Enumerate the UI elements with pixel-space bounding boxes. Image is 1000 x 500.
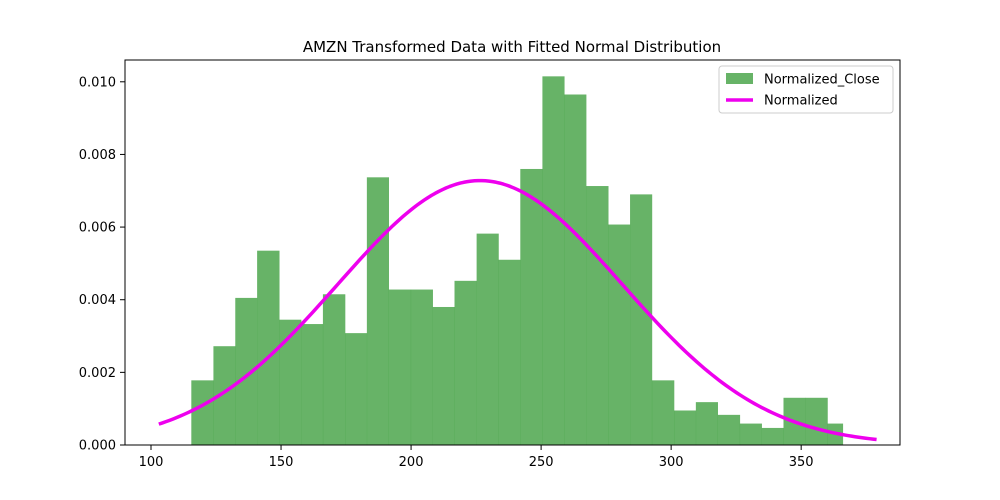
- histogram-bar: [388, 289, 412, 445]
- histogram-bar: [322, 294, 346, 445]
- plot-frame: [124, 59, 901, 446]
- histogram-bar: [564, 94, 587, 446]
- histogram-bar: [651, 380, 675, 445]
- histogram-bar: [301, 324, 324, 445]
- histogram-bar: [191, 380, 214, 445]
- histogram-bar: [366, 177, 390, 445]
- chart-title: AMZN Transformed Data with Fitted Normal…: [303, 38, 721, 56]
- histogram-bar: [520, 168, 543, 445]
- x-tick-label: 250: [529, 455, 554, 470]
- histogram-bar: [454, 280, 477, 445]
- y-tick-label: 0.004: [79, 293, 116, 308]
- y-tick-label: 0.010: [79, 75, 116, 90]
- histogram-bar: [630, 194, 653, 445]
- y-tick-label: 0.000: [79, 439, 116, 454]
- fitted-normal-curve: [158, 178, 877, 442]
- histogram-bar: [345, 333, 368, 445]
- y-tick-label: 0.008: [79, 148, 116, 163]
- histogram-bar: [432, 306, 455, 445]
- histogram-bar: [235, 297, 258, 445]
- x-axis: 100 150 200 250 300 350: [139, 445, 814, 470]
- histogram-bars: [191, 76, 844, 446]
- x-tick-label: 350: [789, 455, 814, 470]
- y-tick-label: 0.006: [79, 221, 116, 236]
- histogram-bar: [674, 410, 697, 445]
- histogram-bar: [410, 289, 433, 445]
- histogram-bar: [717, 414, 741, 445]
- x-tick-label: 300: [659, 455, 684, 470]
- histogram-bar: [805, 397, 828, 445]
- legend-swatch-normalized-close: [726, 73, 753, 84]
- histogram-bar: [476, 233, 499, 445]
- histogram-bar: [761, 427, 784, 445]
- y-tick-label: 0.002: [79, 366, 116, 381]
- x-tick-label: 200: [399, 455, 424, 470]
- y-axis: 0.000 0.002 0.004 0.006 0.008 0.010: [79, 75, 125, 454]
- histogram-bar: [608, 224, 631, 445]
- x-tick-label: 100: [139, 455, 164, 470]
- histogram-bar: [586, 186, 609, 445]
- histogram-bar: [542, 76, 565, 446]
- histogram-bar: [279, 319, 302, 445]
- histogram-bar: [498, 259, 521, 445]
- legend: Normalized_Close Normalized: [718, 65, 894, 114]
- histogram-bar: [213, 346, 236, 445]
- x-tick-label: 150: [269, 455, 294, 470]
- histogram-bar: [257, 250, 280, 445]
- legend-label-normalized: Normalized: [764, 94, 838, 109]
- legend-label-normalized-close: Normalized_Close: [764, 73, 880, 88]
- legend-box: [718, 65, 894, 114]
- histogram-bar: [739, 423, 762, 445]
- histogram-bar: [695, 402, 718, 445]
